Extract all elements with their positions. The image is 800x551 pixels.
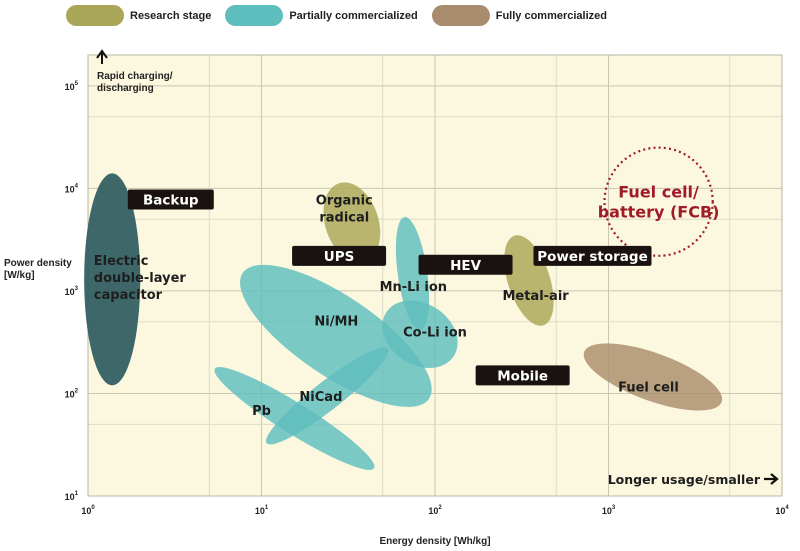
region-label-fcb: battery (FCB): [598, 203, 720, 222]
applications: Backup UPS HEV Power storage Mobile: [127, 189, 652, 386]
app-label-power-storage: Power storage: [537, 249, 648, 265]
y-tick-base: 10: [65, 492, 75, 502]
x-tick-exp: 2: [438, 505, 442, 511]
region-label-metal-air: Metal-air: [502, 289, 569, 304]
x-tick-label: 100: [81, 505, 95, 516]
regions: Fuel cell/battery (FCB): [84, 146, 723, 470]
annotation-rapid-charging: Rapid charging/: [97, 71, 173, 82]
region-organic-radical: [323, 182, 381, 263]
x-tick-exp: 1: [265, 505, 269, 511]
y-tick-exp: 2: [75, 388, 79, 394]
region-fcb-circle: [603, 146, 714, 257]
x-tick-base: 10: [602, 506, 612, 516]
region-label-electric-double-layer-capacitor: Electric: [94, 254, 149, 269]
x-tick-base: 10: [81, 506, 91, 516]
x-tick-exp: 0: [91, 505, 95, 511]
legend-label-full: Fully commercialized: [495, 9, 607, 22]
y-tick-exp: 4: [75, 183, 79, 189]
y-tick-base: 10: [65, 389, 75, 399]
app-label-hev: HEV: [450, 258, 482, 274]
legend-label-research: Research stage: [130, 9, 212, 22]
legend-swatch-full: [431, 5, 490, 26]
y-tick-label: 103: [65, 286, 79, 297]
region-labels: Pb NiCad Ni/MH Electric double-layer capacito…: [94, 193, 679, 418]
y-tick-exp: 3: [75, 286, 79, 292]
x-tick-base: 10: [255, 506, 265, 516]
legend-swatch-research: [66, 5, 124, 26]
x-tick-label: 101: [255, 505, 269, 516]
region-label-fuel-cell: Fuel cell: [618, 380, 679, 395]
x-tick-label: 102: [428, 505, 442, 516]
x-axis-label: Energy density [Wh/kg]: [379, 536, 490, 547]
y-tick-base: 10: [65, 82, 75, 92]
app-box-hev: [418, 254, 513, 275]
y-axis-label: Power density: [4, 258, 72, 269]
legend-label-partial: Partially commercialized: [289, 9, 418, 22]
legend-swatch-partial: [225, 5, 284, 26]
app-label-ups: UPS: [324, 249, 355, 265]
region-label-co-li-ion: Co-Li ion: [403, 325, 467, 340]
region-label-nicad: NiCad: [299, 390, 342, 405]
region-electric-double-layer-capacitor: [84, 173, 141, 386]
y-tick-base: 10: [65, 184, 75, 194]
y-tick-exp: 5: [75, 81, 79, 87]
app-label-backup: Backup: [143, 192, 199, 208]
y-tick-label: 101: [65, 491, 79, 502]
app-box-power-storage: [533, 245, 652, 266]
arrow-up-icon-head: [96, 49, 108, 59]
region-label-mn-li-ion: Mn-Li ion: [380, 280, 448, 295]
x-tick-exp: 4: [785, 505, 789, 511]
legend-item-research: Research stage: [66, 5, 211, 26]
annotation-longer-usage: Longer usage/smaller: [608, 472, 761, 487]
region-ni-mh: [240, 264, 432, 407]
x-tick-base: 10: [775, 506, 785, 516]
app-label-mobile: Mobile: [497, 368, 548, 384]
legend: Research stage Partially commercialized …: [66, 5, 621, 26]
arrow-right-icon: [764, 473, 779, 485]
region-label-fcb: Fuel cell/: [618, 183, 699, 202]
y-tick-label: 104: [65, 183, 79, 194]
region-label-organic-radical: Organic: [316, 193, 373, 208]
region-fuel-cell: [583, 343, 723, 411]
region-label-pb: Pb: [252, 404, 271, 419]
app-box-mobile: [475, 365, 570, 386]
y-axis-label: [W/kg]: [4, 270, 35, 281]
annotation-rapid-charging: discharging: [97, 83, 154, 94]
region-label-electric-double-layer-capacitor: capacitor: [94, 288, 163, 303]
region-co-li-ion: [382, 300, 458, 368]
region-label-ni-mh: Ni/MH: [314, 315, 358, 330]
app-box-backup: [127, 189, 214, 210]
y-tick-exp: 1: [75, 491, 79, 497]
x-tick-label: 103: [602, 505, 616, 516]
y-tick-label: 102: [65, 388, 79, 399]
x-tick-base: 10: [428, 506, 438, 516]
y-tick-base: 10: [65, 287, 75, 297]
x-tick-label: 104: [775, 505, 789, 516]
y-tick-label: 105: [65, 81, 79, 92]
region-label-electric-double-layer-capacitor: double-layer: [94, 271, 187, 286]
region-label-organic-radical: radical: [319, 210, 369, 225]
x-tick-exp: 3: [612, 505, 616, 511]
legend-item-full: Fully commercialized: [431, 5, 607, 26]
app-box-ups: [292, 245, 387, 266]
legend-item-partial: Partially commercialized: [225, 5, 418, 26]
